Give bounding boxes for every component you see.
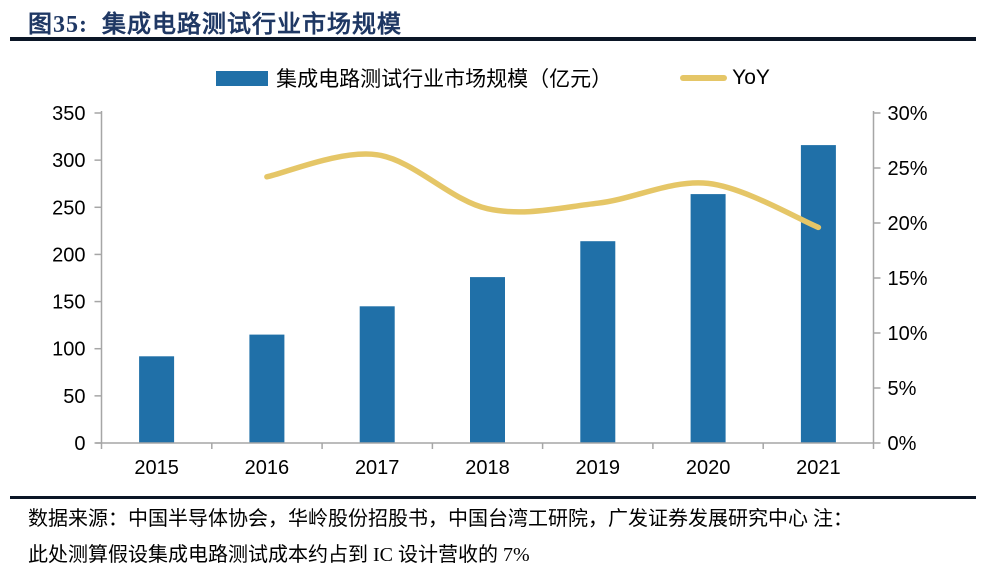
- line-series-label: YoY: [732, 66, 770, 89]
- left-tick-label: 300: [52, 150, 85, 172]
- x-tick-label: 2019: [576, 457, 621, 479]
- right-tick-label: 20%: [888, 213, 928, 235]
- x-axis-labels: 2015 2016 2017 2018 2019 2020 2021: [134, 457, 840, 479]
- left-tick-label: 250: [52, 197, 85, 219]
- yoy-line: [264, 151, 822, 231]
- footer-divider: [10, 496, 976, 499]
- bar-series: [139, 145, 836, 443]
- left-tick-label: 0: [74, 433, 85, 455]
- bar-2017: [359, 306, 395, 443]
- left-tick-label: 200: [52, 244, 85, 266]
- bar-2019: [580, 241, 616, 443]
- legend-item-bars: 集成电路测试行业市场规模（亿元）: [216, 63, 612, 93]
- title-divider: [10, 37, 976, 41]
- x-axis-ticks: [100, 443, 875, 449]
- right-tick-label: 10%: [888, 323, 928, 345]
- x-tick-label: 2015: [134, 457, 179, 479]
- note-line: 此处测算假设集成电路测试成本约占到 IC 设计营收的 7%: [28, 544, 530, 566]
- combo-chart: 0 50 100 150 200 250 300 350 0% 5% 10% 15% 20% 25% 30%…: [52, 103, 928, 479]
- bar-2016: [249, 334, 285, 443]
- source-note: 数据来源：中国半导体协会，华岭股份招股书，中国台湾工研院，广发证券发展研究中心 …: [28, 501, 958, 573]
- chart-legend: 集成电路测试行业市场规模（亿元） YoY: [0, 62, 986, 94]
- bar-series-swatch: [216, 70, 269, 86]
- left-tick-label: 350: [52, 103, 85, 125]
- page-title: 集成电路测试行业市场规模: [102, 12, 402, 38]
- figure-title: 图35: 集成电路测试行业市场规模: [28, 4, 402, 39]
- line-series-swatch: [680, 75, 728, 81]
- bar-2015: [139, 356, 175, 443]
- left-axis-ticks: 0 50 100 150 200 250 300 350: [52, 103, 102, 455]
- left-tick-label: 150: [52, 292, 85, 314]
- right-axis-ticks: 0% 5% 10% 15% 20% 25% 30%: [873, 103, 928, 455]
- left-tick-label: 100: [52, 339, 85, 361]
- figure-number: 图35:: [28, 12, 88, 38]
- bar-2021: [800, 145, 836, 443]
- x-tick-label: 2016: [245, 457, 290, 479]
- legend-item-line: YoY: [680, 66, 770, 90]
- x-tick-label: 2021: [796, 457, 841, 479]
- x-tick-label: 2020: [686, 457, 731, 479]
- x-tick-label: 2018: [465, 457, 510, 479]
- right-tick-label: 0%: [888, 433, 917, 455]
- bar-series-label: 集成电路测试行业市场规模（亿元）: [276, 67, 613, 91]
- right-tick-label: 15%: [888, 268, 928, 290]
- bar-2020: [690, 194, 726, 443]
- right-tick-label: 25%: [888, 158, 928, 180]
- left-tick-label: 50: [63, 386, 85, 408]
- bar-2018: [470, 277, 505, 443]
- right-tick-label: 5%: [888, 378, 917, 400]
- right-tick-label: 30%: [888, 103, 928, 125]
- x-tick-label: 2017: [355, 457, 400, 479]
- source-line: 数据来源：中国半导体协会，华岭股份招股书，中国台湾工研院，广发证券发展研究中心 …: [28, 508, 853, 530]
